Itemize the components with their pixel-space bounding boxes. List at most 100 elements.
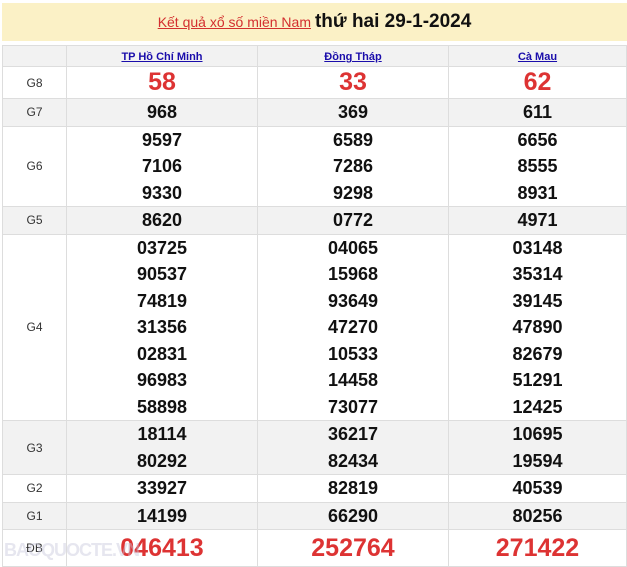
prize-number: 82679 — [512, 343, 563, 364]
prize-row-g8: G8 58 33 62 — [2, 66, 627, 99]
prize-number: 33 — [339, 68, 367, 96]
prize-row-g4: G4 03725 90537 74819 31356 02831 96983 58898 040… — [2, 233, 627, 421]
prize-cell: 611 — [448, 98, 627, 127]
prize-cell: 33927 — [66, 474, 258, 503]
prize-number: 82819 — [327, 478, 379, 498]
prize-cell: 271422 — [448, 529, 627, 567]
prize-number: 369 — [337, 102, 369, 122]
prize-number: 58898 — [136, 396, 188, 417]
prize-cell: 66290 — [257, 501, 449, 530]
prize-number: 10695 — [512, 424, 563, 444]
prize-number: 7106 — [141, 156, 183, 176]
prize-label: G2 — [2, 474, 67, 503]
prize-cell: 4971 — [448, 206, 627, 235]
prize-number: 9330 — [141, 182, 183, 203]
prize-number: 04065 — [327, 237, 379, 258]
prize-number: 9597 — [141, 129, 183, 150]
province-link[interactable]: Cà Mau — [517, 51, 558, 63]
province-link[interactable]: Đồng Tháp — [324, 51, 382, 63]
prize-number: 73077 — [327, 396, 379, 417]
prize-cell: 8620 — [66, 206, 258, 235]
prize-number: 93649 — [327, 290, 379, 311]
prize-number: 36217 — [327, 424, 379, 444]
prize-cell: 252764 — [257, 529, 449, 567]
prize-row-g1: G1 14199 66290 80256 — [2, 501, 627, 530]
prize-number: 31356 — [136, 317, 188, 337]
prize-number: 03148 — [512, 237, 563, 258]
watermark-logo: BAOQUOCTE.VN — [4, 540, 140, 560]
prize-cell: 6589 7286 9298 — [257, 125, 449, 207]
prize-number: 58 — [148, 68, 176, 96]
prize-number: 14199 — [136, 505, 188, 526]
prize-number: 8620 — [141, 210, 183, 230]
prize-number: 10533 — [327, 343, 379, 364]
prize-number: 0772 — [332, 210, 374, 230]
prize-cell: 58 — [66, 66, 258, 99]
prize-cell: 33 — [257, 66, 449, 99]
prize-number: 51291 — [512, 370, 563, 390]
south-lottery-link[interactable]: Kết quả xổ số miền Nam — [157, 14, 311, 30]
prize-label: G8 — [2, 66, 67, 99]
prize-row-g2: G2 33927 82819 40539 — [2, 474, 627, 503]
prize-cell: 40539 — [448, 474, 627, 503]
prize-cell: 0772 — [257, 206, 449, 235]
prize-number: 74819 — [136, 290, 188, 311]
prize-cell: 6656 8555 8931 — [448, 125, 627, 207]
prize-number: 80292 — [136, 450, 188, 471]
prize-number: 47270 — [327, 317, 379, 337]
results-table: TP Hồ Chí Minh Đồng Tháp Cà Mau G8 58 33 62… — [2, 45, 627, 567]
prize-number: 968 — [146, 102, 178, 122]
prize-cell: 369 — [257, 98, 449, 127]
prize-number: 02831 — [136, 343, 188, 364]
empty-header-cell — [2, 45, 67, 67]
prize-number: 03725 — [136, 237, 188, 258]
prize-number: 39145 — [512, 290, 563, 311]
prize-row-g7: G7 968 369 611 — [2, 98, 627, 127]
prize-number: 18114 — [137, 424, 187, 444]
prize-number: 12425 — [512, 396, 563, 417]
prize-cell: 62 — [448, 66, 627, 99]
province-link[interactable]: TP Hồ Chí Minh — [121, 51, 203, 63]
prize-number: 4971 — [517, 210, 558, 230]
prize-cell: 03148 35314 39145 47890 82679 51291 12425 — [448, 233, 627, 421]
prize-number: 14458 — [327, 370, 379, 390]
prize-label: G4 — [2, 233, 67, 421]
prize-cell: 36217 82434 — [257, 420, 449, 475]
prize-number: 7286 — [332, 156, 374, 176]
prize-cell: 14199 — [66, 501, 258, 530]
prize-number: 19594 — [512, 450, 563, 471]
prize-number: 96983 — [136, 370, 188, 390]
prize-number: 6656 — [517, 129, 558, 150]
prize-cell: 82819 — [257, 474, 449, 503]
prize-label: G5 — [2, 206, 67, 235]
prize-number: 80256 — [512, 505, 563, 526]
prize-number: 82434 — [327, 450, 379, 471]
draw-date: thứ hai 29-1-2024 — [314, 11, 472, 32]
prize-number: 35314 — [512, 264, 563, 284]
prize-label: G1 — [2, 501, 67, 530]
prize-cell: 80256 — [448, 501, 627, 530]
prize-cell: 968 — [66, 98, 258, 127]
prize-number: 90537 — [136, 264, 188, 284]
results-title: Kết quả xổ số miền Nam thứ hai 29-1-2024 — [2, 3, 627, 41]
prize-number: 8555 — [517, 156, 558, 176]
prize-number: 252764 — [311, 534, 395, 562]
prize-number: 33927 — [136, 478, 188, 498]
prize-number: 15968 — [327, 264, 379, 284]
prize-number: 62 — [523, 68, 552, 96]
prize-number: 40539 — [512, 478, 563, 498]
province-header-row: TP Hồ Chí Minh Đồng Tháp Cà Mau — [2, 45, 627, 67]
prize-row-g3: G3 18114 80292 36217 82434 10695 19594 — [2, 420, 627, 475]
prize-label: G6 — [2, 125, 67, 207]
prize-cell: 18114 80292 — [66, 420, 258, 475]
prize-label: G7 — [2, 98, 67, 127]
prize-number: 611 — [522, 102, 553, 122]
prize-cell: 10695 19594 — [448, 420, 627, 475]
prize-cell: 04065 15968 93649 47270 10533 14458 73077 — [257, 233, 449, 421]
prize-number: 9298 — [332, 182, 374, 203]
prize-row-g6: G6 9597 7106 9330 6589 7286 9298 6656 8555 8931 — [2, 125, 627, 207]
prize-number: 046413 — [120, 534, 204, 562]
prize-number: 8931 — [517, 182, 558, 203]
prize-number: 6589 — [332, 129, 374, 150]
prize-number: 271422 — [495, 534, 580, 562]
